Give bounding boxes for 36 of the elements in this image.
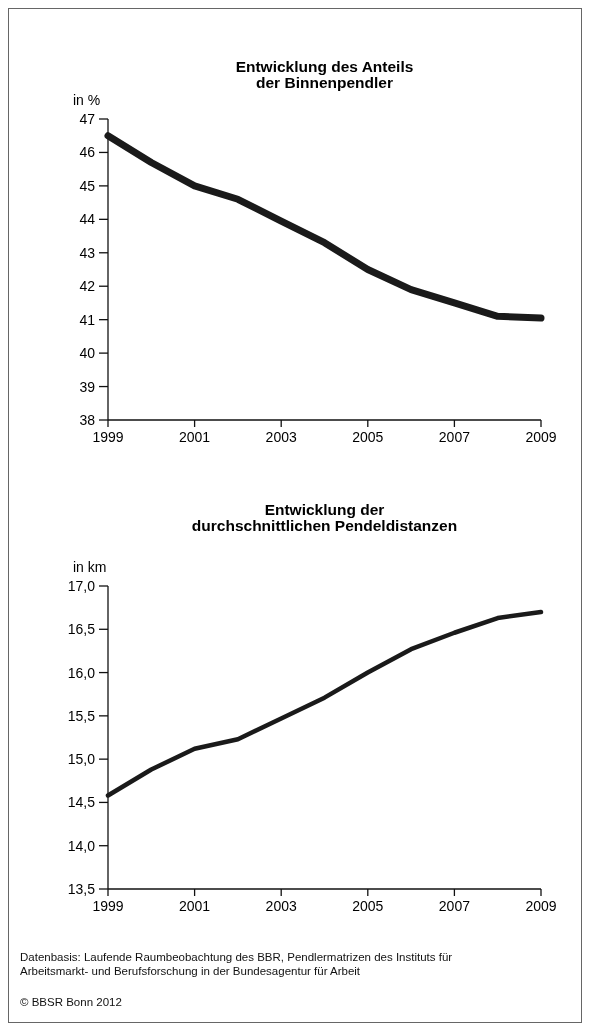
x-tick-label: 2001 <box>179 429 211 445</box>
x-tick-label: 2005 <box>352 429 384 445</box>
y-tick-label: 45 <box>79 177 96 194</box>
x-tick-label: 2001 <box>179 898 211 914</box>
y-tick-label: 14,5 <box>67 794 96 811</box>
y-tick-label: 13,5 <box>67 881 96 897</box>
y-tick-label: 14,0 <box>67 837 96 854</box>
x-tick-label: 1999 <box>92 898 124 914</box>
y-tick-label: 42 <box>79 278 96 295</box>
y-tick-label: 15,5 <box>67 707 96 724</box>
chart-title: Entwicklung des Anteils der Binnenpendler <box>235 58 414 91</box>
y-tick-label: 17,0 <box>67 578 96 594</box>
x-tick-label: 1999 <box>92 429 124 445</box>
y-axis-title: in km <box>73 559 107 575</box>
y-tick-label: 40 <box>79 345 96 362</box>
x-tick-label: 2005 <box>352 898 384 914</box>
y-tick-label: 39 <box>79 378 96 395</box>
y-tick-label: 46 <box>79 144 96 161</box>
x-tick-label: 2007 <box>438 429 471 445</box>
x-tick-label: 2009 <box>525 898 557 914</box>
y-tick-label: 47 <box>79 111 96 127</box>
y-tick-label: 15,0 <box>67 751 96 768</box>
text: © BBSR Bonn 2012 <box>20 995 123 1009</box>
text: Datenbasis: Laufende Raumbeobachtung des BBR, Pendlermatrizen des Instituts für Arbeitsmarkt- und Berufsforschung in der Bundesagentur für Arbeit <box>20 950 454 978</box>
x-tick-label: 2003 <box>265 898 297 914</box>
y-tick-label: 16,0 <box>67 664 96 681</box>
chart-title: Entwicklung der durchschnittlichen Pendeldistanzen <box>191 501 458 534</box>
y-axis-title: in % <box>73 92 101 108</box>
x-tick-label: 2007 <box>438 898 471 914</box>
y-tick-label: 44 <box>79 211 96 228</box>
y-tick-label: 38 <box>79 412 96 428</box>
y-tick-label: 43 <box>79 244 96 261</box>
y-tick-label: 16,5 <box>67 621 96 638</box>
y-tick-label: 41 <box>79 311 96 328</box>
x-tick-label: 2003 <box>265 429 297 445</box>
x-tick-label: 2009 <box>525 429 557 445</box>
